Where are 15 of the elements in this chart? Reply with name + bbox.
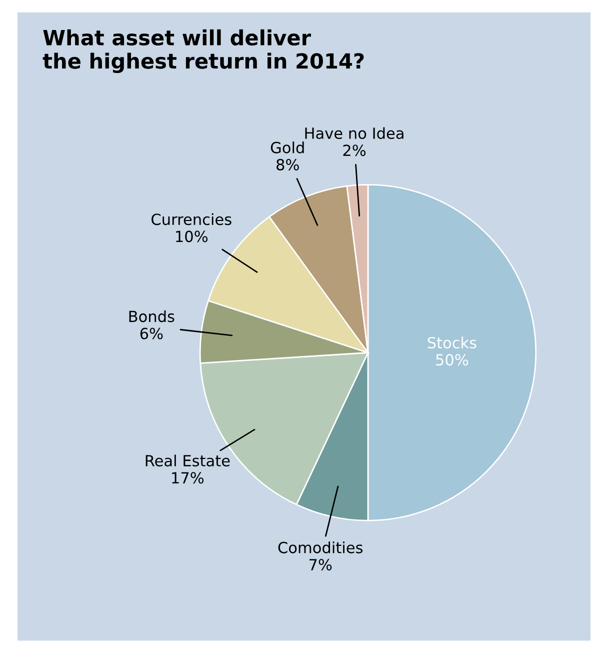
data-label: 6% xyxy=(140,328,163,340)
slice-label: Gold xyxy=(270,142,304,154)
slice-label: Real Estate xyxy=(146,454,230,466)
chart-title: What asset will deliver the highest return in 2014? xyxy=(42,29,364,74)
slice-label: Have no Idea xyxy=(305,127,404,140)
slice-label: Comodities xyxy=(278,542,363,554)
data-label: 17% xyxy=(172,472,204,484)
data-label: 7% xyxy=(310,558,332,570)
slice-label: Bonds xyxy=(129,310,174,322)
slice-label: Currencies xyxy=(152,213,232,226)
slice-label: Stocks xyxy=(428,336,476,348)
data-label: 2% xyxy=(343,144,366,156)
data-label: 10% xyxy=(176,230,208,242)
data-label: 8% xyxy=(276,158,299,170)
data-label: 50% xyxy=(436,354,468,366)
